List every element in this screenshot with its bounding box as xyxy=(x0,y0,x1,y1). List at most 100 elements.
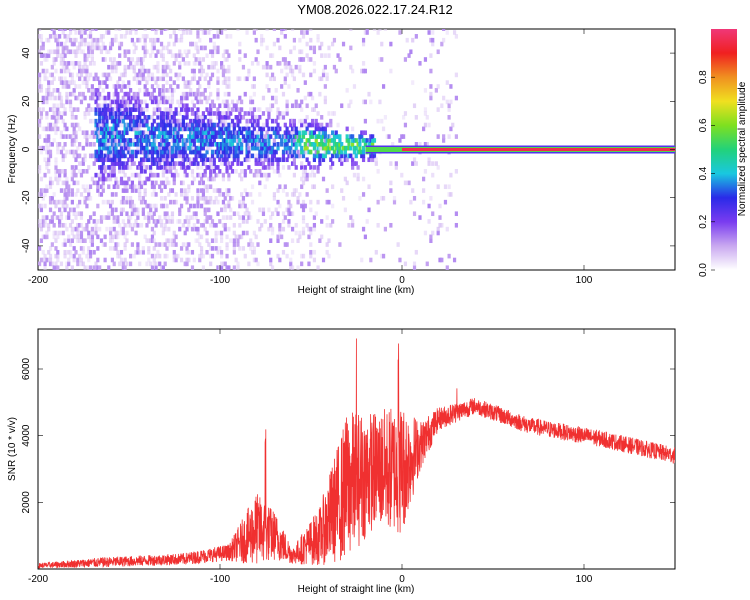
heatmap-cell xyxy=(83,30,87,35)
heatmap-cell xyxy=(249,107,253,112)
heatmap-cell xyxy=(101,57,105,62)
heatmap-cell xyxy=(139,118,144,124)
heatmap-cell xyxy=(192,91,196,97)
heatmap-cell xyxy=(158,142,162,147)
heatmap-cell xyxy=(301,230,306,236)
heatmap-cell xyxy=(189,30,193,35)
heatmap-cell xyxy=(47,222,51,228)
heatmap-cell xyxy=(67,184,71,190)
heatmap-cell xyxy=(79,172,84,178)
heatmap-cell xyxy=(101,142,105,147)
heatmap-cell xyxy=(185,53,189,58)
heatmap-cell xyxy=(207,95,211,101)
heatmap-cell xyxy=(165,142,169,147)
heatmap-cell xyxy=(287,149,291,155)
heatmap-cell xyxy=(194,149,198,155)
heatmap-cell xyxy=(96,41,100,47)
heatmap-cell xyxy=(352,172,357,178)
heatmap-cell xyxy=(243,188,247,193)
heatmap-cell xyxy=(287,61,291,66)
heatmap-cell xyxy=(210,61,215,66)
heatmap-cell xyxy=(59,61,64,66)
heatmap-cell xyxy=(414,161,418,166)
heatmap-cell xyxy=(114,103,118,109)
heatmap-cell xyxy=(238,234,242,240)
heatmap-cell xyxy=(371,142,375,147)
heatmap-cell xyxy=(48,95,53,101)
heatmap-cell xyxy=(110,161,114,166)
heatmap-cell xyxy=(165,64,169,70)
heatmap-cell xyxy=(229,238,233,244)
heatmap-cell xyxy=(121,95,125,101)
heatmap-cell xyxy=(107,145,111,151)
heatmap-cell xyxy=(205,145,209,151)
heatmap-cell xyxy=(54,261,58,267)
heatmap-cell xyxy=(207,142,211,147)
heatmap-cell xyxy=(110,118,114,124)
heatmap-cell xyxy=(107,157,111,163)
heatmap-cell xyxy=(283,57,287,62)
heatmap-cell xyxy=(185,30,189,35)
heatmap-cell xyxy=(154,242,158,247)
heatmap-cell xyxy=(294,126,298,132)
heatmap-cell xyxy=(323,138,327,143)
heatmap-cell xyxy=(179,37,184,43)
heatmap-cell xyxy=(156,107,160,112)
heatmap-cell xyxy=(358,138,362,143)
heatmap-cell xyxy=(229,34,233,39)
heatmap-cell xyxy=(436,84,440,89)
heatmap-cell xyxy=(61,180,65,186)
heatmap-cell xyxy=(294,142,298,147)
heatmap-cell xyxy=(127,95,131,101)
heatmap-cell xyxy=(139,157,144,163)
heatmap-cell xyxy=(183,219,187,224)
heatmap-cell xyxy=(172,161,176,166)
heatmap-cell xyxy=(276,199,280,205)
heatmap-cell xyxy=(163,261,167,267)
heatmap-cell xyxy=(207,122,211,128)
heatmap-cell xyxy=(332,37,337,43)
heatmap-cell xyxy=(54,118,58,124)
heatmap-cell xyxy=(203,172,207,178)
heatmap-cell xyxy=(203,199,207,205)
heatmap-cell xyxy=(90,230,94,236)
heatmap-cell xyxy=(250,61,255,66)
heatmap-cell xyxy=(150,134,155,139)
heatmap-cell xyxy=(363,130,367,136)
heatmap-cell xyxy=(178,126,182,132)
heatmap-cell xyxy=(41,45,45,51)
heatmap-cell xyxy=(198,37,202,43)
heatmap-cell xyxy=(110,130,114,136)
heatmap-cell xyxy=(172,176,176,182)
heatmap-cell xyxy=(196,122,200,128)
heatmap-cell xyxy=(290,153,295,159)
heatmap-cell xyxy=(323,134,327,139)
heatmap-cell xyxy=(67,134,71,139)
heatmap-cell xyxy=(108,153,113,159)
heatmap-cell xyxy=(196,199,200,205)
heatmap-cell xyxy=(56,45,60,51)
heatmap-cell xyxy=(238,111,242,116)
heatmap-cell xyxy=(201,68,205,74)
heatmap-cell xyxy=(203,30,207,35)
heatmap-cell xyxy=(352,149,357,155)
heatmap-cell xyxy=(181,161,185,166)
heatmap-cell xyxy=(181,103,185,109)
heatmap-cell xyxy=(76,203,80,209)
heatmap-cell xyxy=(94,111,98,116)
heatmap-cell xyxy=(198,257,202,263)
heatmap-cell xyxy=(61,118,65,124)
heatmap-cell xyxy=(238,222,242,228)
heatmap-cell xyxy=(181,118,185,124)
heatmap-cell xyxy=(172,41,176,47)
heatmap-cell xyxy=(74,49,78,55)
heatmap-cell xyxy=(139,61,144,66)
heatmap-cell xyxy=(76,180,80,186)
heatmap-cell xyxy=(438,222,442,228)
heatmap-cell xyxy=(389,222,393,228)
heatmap-cell xyxy=(61,157,65,163)
heatmap-cell xyxy=(114,207,118,213)
heatmap-cell xyxy=(169,68,173,74)
heatmap-cell xyxy=(194,157,198,163)
heatmap-cell xyxy=(356,176,360,182)
